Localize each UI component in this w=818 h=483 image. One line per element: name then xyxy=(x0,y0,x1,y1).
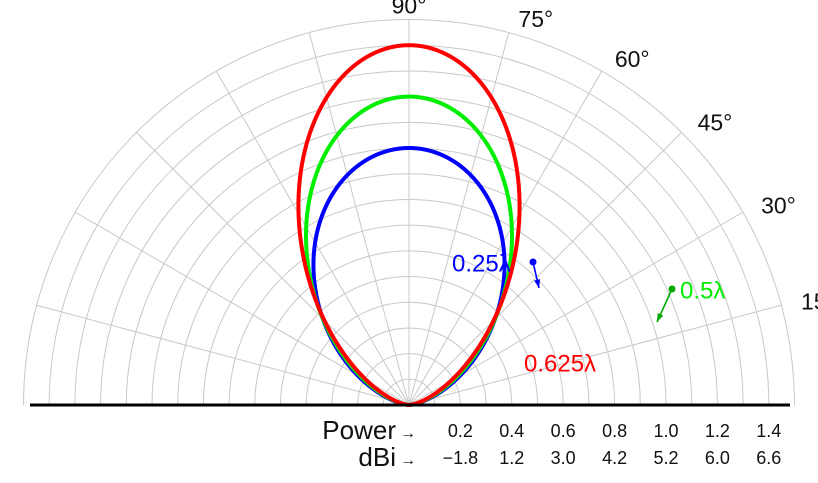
scale-tick-label: 0.8 xyxy=(602,421,627,441)
scale-tick-label: 6.0 xyxy=(705,448,730,468)
scale-tick-label: 0.6 xyxy=(551,421,576,441)
scale-tick-label: 0.2 xyxy=(448,421,473,441)
grid-spoke xyxy=(136,132,410,406)
series-label: 0.25λ xyxy=(452,250,511,277)
scale-tick-label: 0.4 xyxy=(499,421,524,441)
leader-arrowhead xyxy=(534,279,541,288)
leader-arrowhead xyxy=(657,313,664,322)
scale-tick-label: 1.2 xyxy=(705,421,730,441)
polar-grid xyxy=(23,19,795,406)
grid-spoke xyxy=(408,132,682,406)
series-curve xyxy=(296,43,522,407)
grid-spoke xyxy=(408,304,782,406)
scale-arrow: → xyxy=(400,425,416,442)
scale-tick-label: 3.0 xyxy=(551,448,576,468)
scale-tick-label: 5.2 xyxy=(653,448,678,468)
chart-labels: 90° 75° 60° 45° 30° 15° 0.25λ 0.5λ 0.625λ Power→ 0… xyxy=(322,0,818,472)
grid-spoke xyxy=(408,32,510,406)
scale-tick-label: −1.8 xyxy=(443,448,479,468)
angle-tick-label: 75° xyxy=(518,6,553,32)
scale-label: dBi xyxy=(358,442,396,472)
grid-spoke xyxy=(36,304,410,406)
angle-tick-label: 15° xyxy=(801,289,818,315)
angle-tick-label: 45° xyxy=(698,109,733,135)
scale-label: Power xyxy=(322,415,396,445)
grid-spoke xyxy=(308,32,410,406)
grid-spoke xyxy=(215,70,410,406)
scale-tick-label: 4.2 xyxy=(602,448,627,468)
scale-tick-label: 6.6 xyxy=(756,448,781,468)
radiation-patterns xyxy=(296,43,522,407)
angle-tick-label: 30° xyxy=(761,192,796,218)
scale-arrow: → xyxy=(400,452,416,469)
scale-tick-label: 1.4 xyxy=(756,421,781,441)
angle-tick-label: 60° xyxy=(615,46,650,72)
angle-tick-label: 90° xyxy=(392,0,427,18)
grid-spoke xyxy=(408,70,603,406)
series-label: 0.625λ xyxy=(524,350,596,377)
scale-tick-label: 1.2 xyxy=(499,448,524,468)
series-label: 0.5λ xyxy=(680,277,725,304)
scale-tick-label: 1.0 xyxy=(653,421,678,441)
